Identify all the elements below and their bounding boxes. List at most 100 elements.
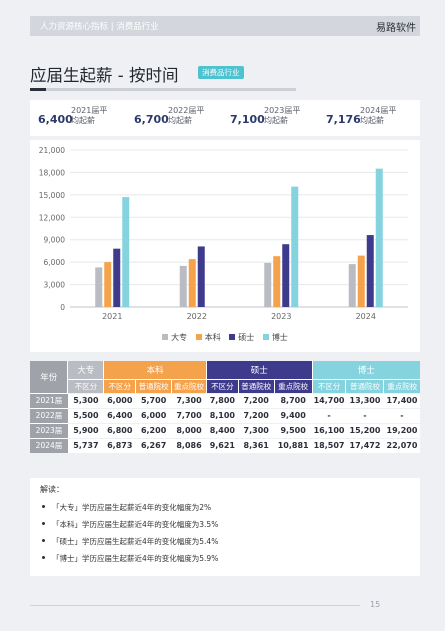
kpi-label: 2022届平均起薪 (168, 106, 205, 125)
kpi-label: 2024届平均起薪 (360, 106, 397, 125)
table-cell: - (383, 407, 420, 423)
page-title: 应届生起薪 - 按时间 (30, 66, 179, 85)
bar-2023-0 (264, 262, 272, 307)
table-cell: 6,000 (135, 407, 172, 423)
table-cell: 13,300 (345, 392, 384, 408)
page-number: 15 (370, 600, 381, 609)
y-tick-label: 15,000 (39, 191, 65, 200)
y-tick-label: 18,000 (39, 168, 65, 177)
bar-2022-1 (188, 259, 196, 307)
row-year: 2024届 (30, 437, 68, 453)
sub-header: 不区分 (205, 378, 239, 393)
table-cell: 8,000 (171, 422, 207, 438)
footer-divider (30, 605, 360, 606)
salary-table: 年份 大专 本科 硕士 博士 不区分 不区分 普通院校 重点院校 不区分 普通院… (30, 361, 420, 453)
group-header-benke: 本科 (103, 361, 207, 379)
bar-2022-2 (197, 246, 205, 307)
sub-header: 不区分 (67, 378, 104, 393)
bar-2023-3 (291, 186, 299, 307)
title-accent-bar (30, 88, 46, 91)
table-cell: 19,200 (383, 422, 420, 438)
table-cell: 5,900 (67, 422, 104, 438)
note-text: 「大专」学历应届生起薪近4年的变化幅度为2% (52, 503, 212, 512)
table-cell: 6,800 (103, 422, 136, 438)
table-cell: 17,472 (345, 437, 384, 453)
table-cell: 6,267 (135, 437, 172, 453)
legend-swatch (229, 334, 236, 340)
table-cell: 5,737 (67, 437, 104, 453)
bar-2024-0 (348, 264, 356, 307)
kpi-strip: 6,400 2021届平均起薪 6,700 2022届平均起薪 7,100 20… (30, 100, 420, 136)
table-cell: 8,086 (171, 437, 207, 453)
table-cell: 6,400 (103, 407, 136, 423)
table-cell: 15,200 (345, 422, 384, 438)
table-cell: - (312, 407, 346, 423)
legend-item-boshi: 博士 (262, 333, 288, 342)
bar-2023-2 (282, 244, 290, 307)
kpi-label: 2021届平均起薪 (71, 106, 108, 125)
legend-swatch (262, 334, 269, 340)
legend-item-shuoshi: 硕士 (229, 333, 254, 342)
y-tick-label: 3,000 (44, 281, 66, 290)
legend-label: 大专 (171, 333, 188, 342)
table-cell: 7,700 (171, 407, 207, 423)
bar-2021-2 (113, 248, 121, 307)
bullet-icon (42, 522, 45, 525)
sub-header: 普通院校 (237, 378, 275, 393)
x-tick-label: 2021 (102, 312, 122, 321)
sub-header: 不区分 (311, 378, 346, 393)
table-cell: 9,621 (206, 437, 239, 453)
year-header: 年份 (30, 361, 68, 393)
salary-bar-chart: 0 3,000 6,000 9,000 12,000 15,000 18,000 21,000… (30, 140, 420, 352)
bar-2024-2 (366, 235, 374, 307)
table-cell: 9,500 (274, 422, 313, 438)
table-cell: - (345, 407, 384, 423)
table-cell: 8,700 (274, 392, 313, 408)
table-cell: 9,400 (274, 407, 313, 423)
table-cell: 5,300 (67, 392, 104, 408)
kpi-label: 2023届平均起薪 (264, 106, 301, 125)
legend-label: 博士 (271, 333, 288, 342)
note-item: 「本科」学历应届生起薪近4年的变化幅度为3.5% (40, 518, 410, 535)
table-cell: 7,800 (206, 392, 239, 408)
bullet-icon (42, 539, 45, 542)
legend-label: 本科 (204, 333, 221, 342)
group-header-shuoshi: 硕士 (205, 361, 313, 379)
kpi-value: 7,100 (230, 113, 265, 126)
table-cell: 7,300 (171, 392, 207, 408)
legend-swatch (162, 334, 169, 340)
y-tick-label: 12,000 (39, 213, 65, 222)
kpi-value: 7,176 (326, 113, 361, 126)
group-header-boshi: 博士 (311, 361, 420, 379)
legend-item-dazhuan: 大专 (162, 333, 187, 342)
y-tick-label: 21,000 (39, 146, 65, 155)
table-row: 2023届 5,900 6,800 6,200 8,000 8,400 7,300 9,500… (30, 422, 420, 438)
x-tick-label: 2022 (187, 312, 207, 321)
table-cell: 6,000 (103, 392, 136, 408)
y-tick-label: 0 (60, 303, 65, 312)
note-text: 「硕士」学历应届生起薪近4年的变化幅度为5.4% (52, 537, 219, 546)
bar-2023-1 (273, 256, 281, 307)
legend-label: 硕士 (238, 333, 255, 342)
table-cell: 8,400 (206, 422, 239, 438)
x-tick-label: 2023 (271, 312, 291, 321)
bar-2021-1 (104, 262, 112, 307)
table-cell: 7,200 (238, 407, 275, 423)
note-item: 「博士」学历应届生起薪近4年的变化幅度为5.9% (40, 552, 410, 569)
sub-header: 普通院校 (135, 378, 172, 393)
table-cell: 5,700 (135, 392, 172, 408)
sub-header: 重点院校 (171, 378, 207, 393)
kpi-value: 6,400 (38, 113, 73, 126)
chart-svg: 0 3,000 6,000 9,000 12,000 15,000 18,000 21,000… (39, 146, 408, 321)
title-divider (46, 88, 296, 91)
table-cell: 18,507 (312, 437, 346, 453)
row-year: 2023届 (30, 422, 68, 438)
table-cell: 6,873 (103, 437, 136, 453)
table-cell: 6,200 (135, 422, 172, 438)
bar-2024-1 (357, 255, 365, 307)
note-text: 「本科」学历应届生起薪近4年的变化幅度为3.5% (52, 520, 219, 529)
bar-2022-0 (179, 265, 187, 307)
table-cell: 22,070 (383, 437, 420, 453)
table-cell: 8,361 (238, 437, 275, 453)
table-cell: 7,300 (238, 422, 275, 438)
